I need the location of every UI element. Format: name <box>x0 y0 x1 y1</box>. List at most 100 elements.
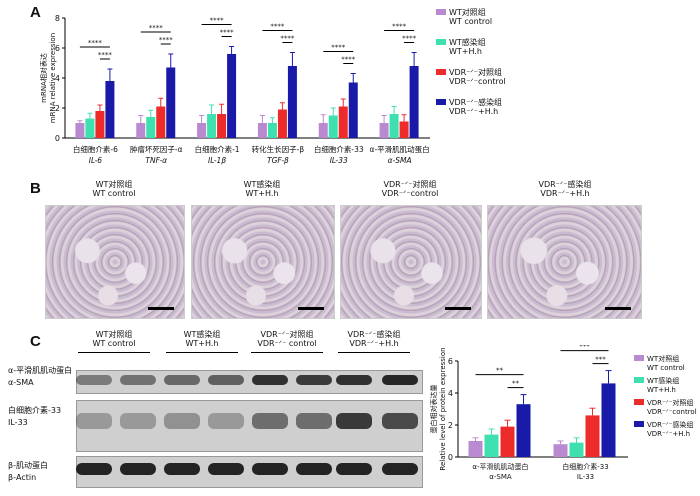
panel-label-c: C <box>30 333 41 350</box>
bar <box>75 123 85 138</box>
chart-a-mrna: 0 2 4 6 8 mRNA相对表达 mRNA relative expression ***… <box>39 14 430 165</box>
blot-band-actin <box>76 463 112 475</box>
bar <box>95 111 105 138</box>
bar <box>257 123 267 138</box>
scale-bar <box>148 307 174 310</box>
blot-band-il33 <box>164 413 200 429</box>
legend-label-en: WT+H.h <box>647 386 676 394</box>
legend-label-en: WT+H.h <box>449 47 482 56</box>
y-tick-label: 6 <box>55 44 60 53</box>
blot-band-sma <box>382 375 418 385</box>
legend-swatch <box>634 399 644 405</box>
legend-label-cn: WT感染组 <box>449 38 486 47</box>
micrograph-caption: WT对照组 WT control <box>54 180 174 198</box>
bar <box>389 114 399 138</box>
bar <box>379 123 389 138</box>
bar <box>318 123 328 138</box>
blot-row-en: IL-33 <box>8 418 28 427</box>
bar <box>277 109 287 138</box>
scale-bar <box>298 307 324 310</box>
category-label-cn: α-平滑肌肌动蛋白 <box>370 144 430 154</box>
blot-row-label: 白细胞介素-33 IL-33 <box>8 406 78 427</box>
micrograph-caption: WT感染组 WT+H.h <box>202 180 322 198</box>
legend-label-en: VDR⁻ᐟ⁻+H.h <box>647 430 690 438</box>
group-underline <box>78 352 150 353</box>
group-underline <box>166 352 238 353</box>
bar <box>217 114 227 138</box>
micrograph-image <box>191 205 335 319</box>
significance-stars: **** <box>402 35 417 43</box>
micrograph-caption-cn: VDR⁻ᐟ⁻感染组 <box>538 180 592 189</box>
bar <box>166 67 176 138</box>
micrograph-caption-en: WT+H.h <box>245 189 279 198</box>
blot-row-label: β-肌动蛋白 β-Actin <box>8 461 78 482</box>
blot-row-cn: β-肌动蛋白 <box>8 461 48 470</box>
legend-text: VDR⁻ᐟ⁻对照组 VDR⁻ᐟ⁻control <box>449 68 506 86</box>
legend-item: VDR⁻ᐟ⁻对照组 VDR⁻ᐟ⁻control <box>436 68 526 86</box>
blot-group-en: WT control <box>92 339 136 348</box>
blot-band-actin <box>336 463 372 475</box>
category-label-en: IL-6 <box>89 156 103 165</box>
blot-band-il33 <box>76 413 112 429</box>
legend-label-en: VDR⁻ᐟ⁻+H.h <box>449 107 499 116</box>
bar <box>500 426 515 457</box>
significance-stars: ** <box>512 380 520 388</box>
micrograph-caption-en: WT control <box>92 189 136 198</box>
bar <box>267 123 277 138</box>
chart-c-protein: 0 2 4 6 蛋白相对表达量 Relative level of protein exp… <box>429 345 697 481</box>
blot-group-en: VDR⁻ᐟ⁻+H.h <box>349 339 399 348</box>
bar <box>197 123 207 138</box>
blot-band-actin <box>252 463 288 475</box>
blot-band-sma <box>120 375 156 385</box>
blot-band-actin <box>296 463 332 475</box>
significance-stars: **** <box>98 51 113 59</box>
blot-band-actin <box>208 463 244 475</box>
category-label-en: IL-33 <box>577 473 594 481</box>
micrograph-image <box>45 205 185 319</box>
legend-swatch <box>436 9 446 15</box>
blot-row-label: α-平滑肌肌动蛋白 α-SMA <box>8 366 78 387</box>
panel-label-b: B <box>30 180 41 197</box>
legend-label-cn: WT感染组 <box>647 376 679 385</box>
panel-label-a: A <box>30 4 41 21</box>
blot-band-actin <box>120 463 156 475</box>
bar <box>409 66 419 138</box>
blot-band-actin <box>382 463 418 475</box>
legend-text: WT感染组 WT+H.h <box>449 38 486 56</box>
bar <box>399 121 409 138</box>
legend-label-cn: VDR⁻ᐟ⁻对照组 <box>647 398 693 407</box>
significance-stars: **** <box>341 56 356 64</box>
micrograph-caption-en: VDR⁻ᐟ⁻control <box>381 189 439 198</box>
micrograph-caption: VDR⁻ᐟ⁻对照组 VDR⁻ᐟ⁻control <box>350 180 470 198</box>
blot-band-sma <box>76 375 112 385</box>
category-label-cn: 转化生长因子-β <box>252 144 305 154</box>
category-label-cn: 白细胞介素-33 <box>314 144 364 154</box>
blot-band-il33 <box>382 413 418 429</box>
category-label-en: α-SMA <box>388 156 412 165</box>
y-tick-label: 0 <box>448 453 453 462</box>
legend-swatch <box>634 421 644 427</box>
legend-label-cn: VDR⁻ᐟ⁻对照组 <box>449 68 503 77</box>
category-label-en: IL-1β <box>208 156 226 165</box>
blot-group-en: VDR⁻ᐟ⁻ control <box>257 339 317 348</box>
blot-band-sma <box>336 375 372 385</box>
blot-group-caption: WT对照组 WT control <box>54 330 174 348</box>
legend-label-cn: VDR⁻ᐟ⁻感染组 <box>647 420 693 429</box>
blot-group-cn: WT感染组 <box>183 330 221 339</box>
significance-stars: **** <box>159 36 174 44</box>
legend-label-en: VDR⁻ᐟ⁻control <box>449 77 506 86</box>
category-label-cn: 白细胞介素-33 <box>562 462 608 471</box>
legend-label-cn: WT对照组 <box>647 354 679 363</box>
blot-row-cn: 白细胞介素-33 <box>8 406 62 415</box>
bar <box>484 434 499 457</box>
significance-stars: **** <box>88 39 103 47</box>
blot-band-il33 <box>336 413 372 429</box>
bar <box>136 123 146 138</box>
micrograph-caption-en: VDR⁻ᐟ⁻+H.h <box>540 189 590 198</box>
group-underline <box>251 352 323 353</box>
significance-stars: **** <box>392 23 407 31</box>
legend-label-en: VDR⁻ᐟ⁻control <box>647 408 697 416</box>
bar <box>516 404 531 457</box>
bar <box>585 415 600 457</box>
blot-band-sma <box>296 375 332 385</box>
